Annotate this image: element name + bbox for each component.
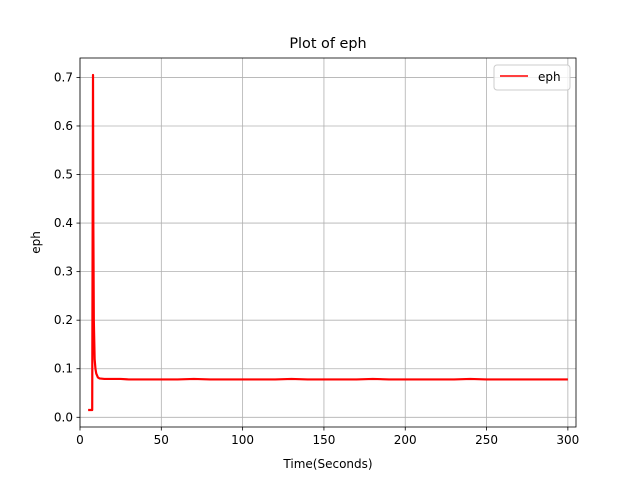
y-tick-label: 0.4 <box>54 216 73 230</box>
plot-area <box>88 73 568 412</box>
x-tick-label: 300 <box>556 433 579 447</box>
legend-label-eph: eph <box>538 70 561 84</box>
x-tick-label: 0 <box>76 433 84 447</box>
y-tick-label: 0.0 <box>54 410 73 424</box>
x-tick-label: 200 <box>394 433 417 447</box>
x-tick-label: 50 <box>154 433 169 447</box>
y-tick-label: 0.3 <box>54 265 73 279</box>
y-tick-label: 0.1 <box>54 362 73 376</box>
chart-title: Plot of eph <box>289 36 366 52</box>
y-tick-label: 0.6 <box>54 119 73 133</box>
x-axis-label: Time(Seconds) <box>282 457 372 471</box>
y-axis-label: eph <box>29 231 43 254</box>
axes-frame <box>79 57 577 428</box>
y-tick-label: 0.7 <box>54 70 73 84</box>
x-tick-label: 250 <box>475 433 498 447</box>
grid <box>79 58 576 427</box>
x-tick-label: 100 <box>231 433 254 447</box>
y-tick-label: 0.2 <box>54 313 73 327</box>
x-tick-label: 150 <box>312 433 335 447</box>
y-tick-label: 0.5 <box>54 168 73 182</box>
legend: eph <box>493 64 571 91</box>
legend-box <box>493 64 571 91</box>
series-line-eph <box>88 73 568 412</box>
ticks: 0 50 100 150 200 250 300 0.0 0.1 0.2 0.3 0.4 0.5 0.6 0… <box>54 70 579 447</box>
